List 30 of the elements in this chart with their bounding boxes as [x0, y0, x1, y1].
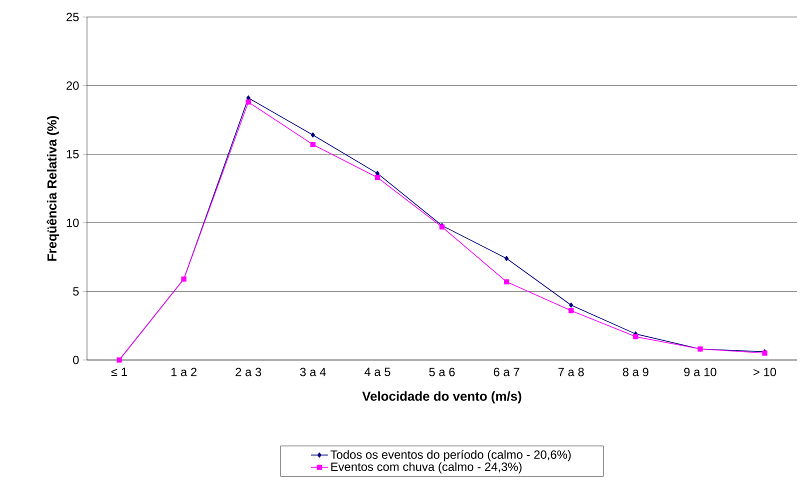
point [310, 132, 315, 138]
x-tick-label: 1 a 2 [171, 368, 196, 376]
point [504, 256, 509, 262]
x-tick-label: 9 a 10 [684, 368, 716, 376]
point [504, 279, 510, 284]
y-tick-label: 20 [66, 81, 79, 90]
x-tick-label: 5 a 6 [429, 368, 455, 376]
y-tick-label: 15 [66, 150, 79, 158]
point [246, 99, 251, 105]
y-tick-label: 10 [66, 218, 79, 228]
x-tick-label: 7 a 8 [558, 368, 584, 376]
y-tick-label: 5 [73, 287, 79, 296]
x-tick-label: 4 a 5 [364, 368, 390, 376]
x-tick-label: 6 a 7 [494, 368, 520, 376]
point [310, 142, 316, 148]
x-tick-label: > 10 [754, 368, 776, 376]
point [374, 174, 380, 180]
legend-label: Todos os eventos do período (calmo - 20,6%) [330, 450, 571, 462]
x-tick-label: 3 a 4 [300, 368, 326, 376]
point [568, 308, 574, 314]
legend-label: Eventos com chuva (calmo - 24,3%) [331, 462, 522, 474]
x-tick-label: 8 a 9 [622, 368, 648, 376]
point [569, 302, 574, 308]
x-axis-title: Velocidade do vento (m/s) [362, 391, 522, 404]
point [633, 334, 638, 340]
y-tick-label: 25 [66, 12, 79, 22]
y-axis-title: Freqüência Relativa (%) [46, 116, 60, 261]
y-tick-label: 0 [73, 356, 79, 364]
x-tick-label: ≤ 1 [111, 368, 127, 376]
x-tick-label: 2 a 3 [236, 368, 262, 376]
